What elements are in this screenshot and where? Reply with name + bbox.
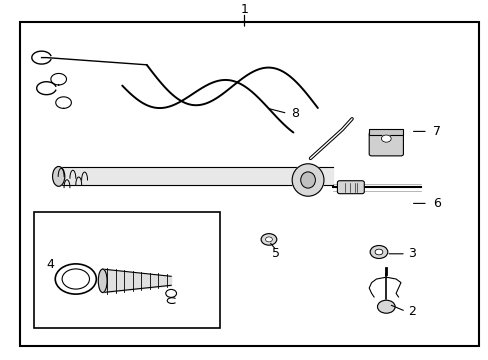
Circle shape	[377, 300, 394, 313]
Circle shape	[261, 234, 276, 245]
Ellipse shape	[53, 166, 64, 186]
Text: 1: 1	[240, 3, 248, 15]
Circle shape	[374, 249, 382, 255]
Bar	[368, 129, 403, 135]
Circle shape	[381, 135, 390, 142]
Text: 5: 5	[272, 247, 280, 260]
FancyBboxPatch shape	[368, 132, 403, 156]
FancyBboxPatch shape	[337, 181, 364, 194]
Bar	[34, 212, 220, 328]
Circle shape	[265, 237, 272, 242]
Ellipse shape	[292, 164, 323, 196]
Text: 2: 2	[407, 305, 415, 318]
Ellipse shape	[98, 269, 107, 292]
Text: 8: 8	[290, 107, 298, 120]
Text: 6: 6	[432, 197, 440, 210]
Circle shape	[369, 246, 387, 258]
Text: 3: 3	[407, 247, 415, 260]
Text: 4: 4	[46, 258, 54, 271]
Text: 7: 7	[432, 125, 440, 138]
Ellipse shape	[300, 172, 315, 188]
